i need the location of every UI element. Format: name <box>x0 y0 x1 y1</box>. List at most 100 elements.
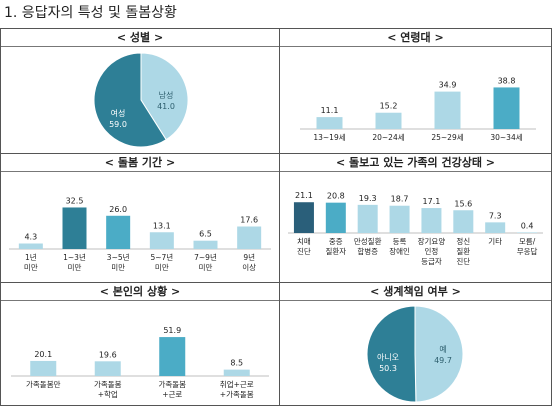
category-label: 만성질환 합병증 <box>354 236 382 256</box>
data-label: 18.7 <box>391 195 409 204</box>
category-label: 30~34세 <box>490 133 522 142</box>
page-title: 1. 응답자의 특성 및 돌봄상황 <box>4 5 177 21</box>
family-health-bar-chart: 21.1 치매 진단 20.8 중증 질환자 19.3 만성질환 합병증 18.7 등록 장애인 17.… <box>288 191 543 266</box>
bar <box>453 210 474 233</box>
category-label: 치매 진단 <box>297 237 311 256</box>
bar <box>421 208 442 233</box>
livelihood-pie-chart: 예 49.7 아니오 50.3 <box>366 305 464 403</box>
panel-family-health: < 돌보고 있는 가족의 건강상태 > 21.1 치매 진단 20.8 중증 질환자 19.… <box>280 154 551 282</box>
bar <box>485 222 506 233</box>
data-label: 34.9 <box>439 81 457 90</box>
category-label: 3~5년 미만 <box>107 252 130 272</box>
category-label: 가족돌봄 +근로 <box>158 380 186 399</box>
data-label: 20.8 <box>327 192 345 201</box>
panel-age: < 연령대 > 11.1 13~19세 15.2 20~24세 34.9 25~29세 38… <box>280 29 551 153</box>
category-label: 13~19세 <box>313 133 345 142</box>
bar <box>106 215 131 249</box>
chart-title-duration: < 돌봄 기간 > <box>1 154 279 172</box>
slice-value: 50.3 <box>379 364 397 373</box>
data-label: 4.3 <box>24 233 37 242</box>
data-label: 17.6 <box>240 216 258 225</box>
bar <box>325 202 346 233</box>
bar <box>357 204 378 233</box>
category-label: 1~3년 미만 <box>63 252 86 272</box>
data-label: 13.1 <box>153 221 171 230</box>
chart-title-family-health: < 돌보고 있는 가족의 건강상태 > <box>280 154 551 172</box>
bar <box>18 243 43 249</box>
data-label: 38.8 <box>498 76 516 85</box>
category-label: 모름/무응답 <box>517 237 538 256</box>
duration-bar-chart: 4.3 1년 미만 32.5 1~3년 미만 26.0 3~5년 미만 13.1 5~7년 미만 6.5… <box>9 196 271 272</box>
bar <box>517 232 538 233</box>
category-label: 1년 미만 <box>24 252 38 272</box>
panel-duration: < 돌봄 기간 > 4.3 1년 미만 32.5 1~3년 미만 26.0 3~5년 미만 13.… <box>1 154 279 282</box>
slice-label: 남성 <box>159 91 174 100</box>
category-label: 7~9년 미만 <box>194 252 217 272</box>
panel-own-status: < 본인의 상황 > 20.1 가족돌봄만 19.6 가족돌봄 +학업 51.9 가족돌봄 +… <box>1 283 279 405</box>
data-label: 15.6 <box>454 199 472 208</box>
bar <box>159 337 186 376</box>
chart-title-livelihood: < 생계책임 여부 > <box>280 283 551 301</box>
category-label: 등록 장애인 <box>389 237 410 256</box>
data-label: 19.3 <box>359 194 377 203</box>
chart-grid: < 성별 > 남성 41.0 여성 59.0 < 연령대 > 11.1 13~19세 15… <box>0 28 552 406</box>
bar <box>193 240 218 249</box>
category-label: 25~29세 <box>431 133 463 142</box>
category-label: 5~7년 미만 <box>150 252 173 272</box>
bar <box>223 369 250 376</box>
bar <box>434 91 461 129</box>
bar <box>94 361 121 376</box>
data-label: 8.5 <box>230 359 243 368</box>
panel-livelihood: < 생계책임 여부 > 예 49.7 아니오 50.3 <box>280 283 551 405</box>
data-label: 21.1 <box>295 191 313 200</box>
bar <box>149 232 174 249</box>
data-label: 7.3 <box>489 211 502 220</box>
slice-value: 41.0 <box>157 102 175 111</box>
data-label: 11.1 <box>321 106 339 115</box>
data-label: 15.2 <box>380 102 398 111</box>
bar <box>30 360 57 376</box>
slice-label: 아니오 <box>377 352 399 362</box>
data-label: 26.0 <box>109 205 127 214</box>
grid-divider-row-1 <box>1 153 551 154</box>
age-bar-chart: 11.1 13~19세 15.2 20~24세 34.9 25~29세 38.8 30~34세 <box>300 76 536 142</box>
slice-value: 59.0 <box>109 120 127 129</box>
slice-value: 49.7 <box>434 356 452 365</box>
category-label: 기타 <box>488 237 502 246</box>
slice-label: 예 <box>439 344 446 354</box>
bar <box>293 202 314 233</box>
gender-pie-chart: 남성 41.0 여성 59.0 <box>93 52 189 148</box>
bar <box>389 205 410 233</box>
data-label: 19.6 <box>99 350 117 359</box>
chart-title-own-status: < 본인의 상황 > <box>1 283 279 301</box>
category-label: 20~24세 <box>372 133 404 142</box>
category-label: 중증 질환자 <box>325 237 346 256</box>
data-label: 0.4 <box>521 221 534 230</box>
category-label: 장기요양 인정 등급자 <box>418 236 446 266</box>
category-label: 취업+근로 +가족돌봄 <box>220 380 254 399</box>
bar <box>375 112 402 129</box>
chart-title-gender: < 성별 > <box>1 29 279 47</box>
grid-divider-row-2 <box>1 282 551 283</box>
pie-slice <box>414 305 464 403</box>
data-label: 6.5 <box>199 230 212 239</box>
category-label: 정신 질환 진단 <box>456 236 470 266</box>
grid-divider-vertical <box>279 29 280 405</box>
own-status-bar-chart: 20.1 가족돌봄만 19.6 가족돌봄 +학업 51.9 가족돌봄 +근로 8.5 취업+근로 +… <box>11 326 269 399</box>
bar <box>316 117 343 129</box>
panel-gender: < 성별 > 남성 41.0 여성 59.0 <box>1 29 279 153</box>
category-label: 가족돌봄 +학업 <box>94 380 122 399</box>
data-label: 17.1 <box>423 197 441 206</box>
pie-slice <box>366 305 417 403</box>
data-label: 51.9 <box>163 326 181 335</box>
bar <box>62 207 87 249</box>
data-label: 20.1 <box>34 350 52 359</box>
slice-label: 여성 <box>111 108 126 118</box>
category-label: 가족돌봄만 <box>26 380 61 389</box>
bar <box>237 226 262 249</box>
category-label: 9년 이상 <box>242 252 256 272</box>
data-label: 32.5 <box>66 196 84 205</box>
pie-slice <box>93 52 167 148</box>
chart-title-age: < 연령대 > <box>280 29 551 47</box>
bar <box>493 87 520 129</box>
